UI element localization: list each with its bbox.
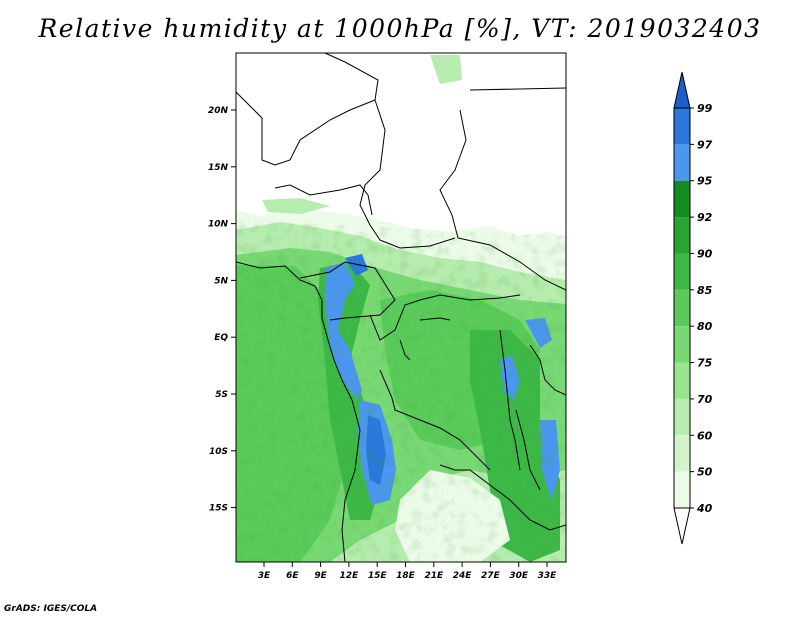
colorbar-top-arrow — [673, 71, 691, 109]
colorbar-segment — [674, 326, 690, 363]
lon-tick-label: 27E — [481, 571, 501, 581]
grads-credit: GrADS: IGES/COLA — [4, 604, 98, 614]
lat-tick-label: 10S — [209, 447, 228, 457]
colorbar-label: 92 — [697, 211, 713, 224]
lon-tick-label: 12E — [340, 571, 360, 581]
colorbar-segment — [674, 435, 690, 472]
lon-tick-label: 3E — [258, 571, 271, 581]
country-borders — [236, 53, 566, 562]
lon-tick-label: 15E — [368, 571, 388, 581]
colorbar: 99 97 95 92 90 85 80 75 70 60 50 40 — [673, 71, 713, 545]
colorbar-segment — [674, 253, 690, 290]
lat-tick-label: 10N — [208, 220, 229, 230]
lon-tick-label: 21E — [424, 571, 444, 581]
lat-tick-label: 15S — [209, 504, 228, 514]
map-frame — [235, 52, 567, 563]
colorbar-label: 95 — [697, 175, 713, 188]
colorbar-bottom-arrow — [673, 507, 691, 545]
colorbar-segment — [674, 144, 690, 181]
colorbar-label: 75 — [697, 357, 713, 370]
lat-tick-label: 5S — [215, 390, 228, 400]
lon-tick-label: 18E — [396, 571, 416, 581]
latitude-ticks: 20N 15N 10N 5N EQ 5S 10S 15S — [208, 106, 236, 514]
lat-tick-label: EQ — [214, 333, 228, 343]
colorbar-label: 85 — [697, 284, 713, 297]
humidity-shading — [236, 53, 566, 562]
colorbar-segment — [674, 398, 690, 436]
map-title: Relative humidity at 1000hPa [%], VT: 20… — [38, 14, 762, 43]
colorbar-segment — [674, 217, 690, 254]
colorbar-label: 80 — [697, 320, 713, 333]
colorbar-segment — [674, 289, 690, 327]
colorbar-segment — [674, 180, 690, 218]
colorbar-label: 97 — [697, 138, 713, 151]
lat-tick-label: 15N — [208, 163, 229, 173]
colorbar-segment — [674, 108, 690, 145]
lon-tick-label: 24E — [453, 571, 473, 581]
lon-tick-label: 6E — [286, 571, 299, 581]
lon-tick-label: 33E — [538, 571, 558, 581]
colorbar-label: 99 — [697, 102, 713, 115]
colorbar-label: 70 — [697, 393, 713, 406]
colorbar-label: 50 — [697, 466, 713, 479]
lon-tick-label: 30E — [509, 571, 529, 581]
colorbar-segment — [674, 362, 690, 399]
lat-tick-label: 5N — [214, 276, 228, 286]
longitude-ticks: 3E 6E 9E 12E 15E 18E 21E 24E 27E 30E 33E — [258, 562, 557, 581]
colorbar-label: 40 — [696, 502, 713, 515]
lat-tick-label: 20N — [208, 106, 229, 116]
colorbar-label: 60 — [697, 429, 713, 442]
colorbar-segment — [674, 471, 690, 508]
colorbar-label: 90 — [697, 247, 713, 260]
lon-tick-label: 9E — [314, 571, 327, 581]
